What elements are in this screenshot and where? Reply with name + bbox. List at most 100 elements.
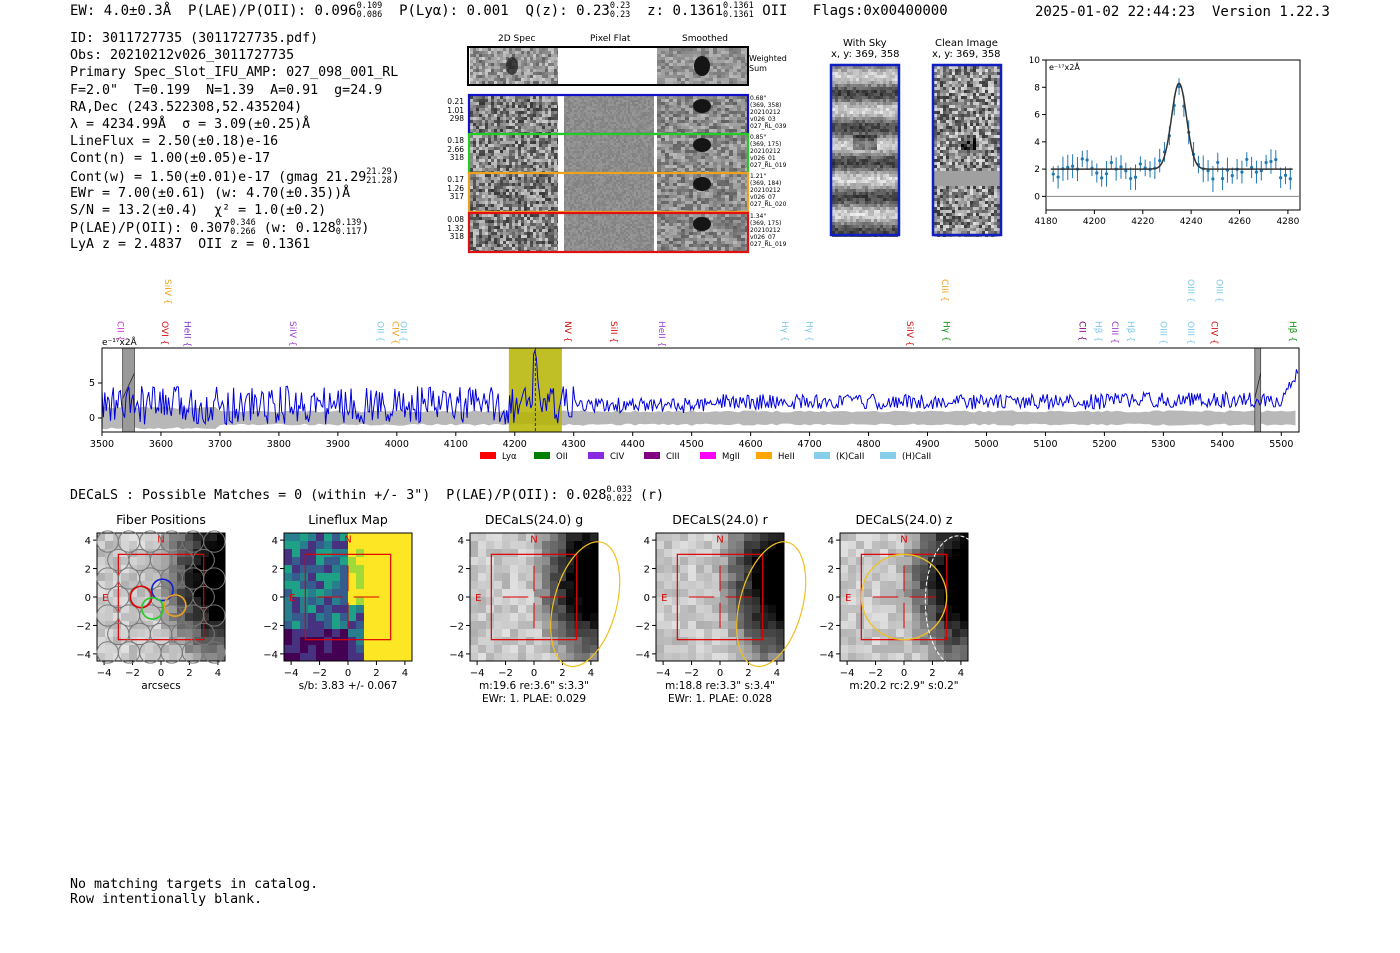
pixel — [524, 186, 527, 189]
pixel — [479, 180, 482, 183]
z-line: OII — [762, 3, 788, 19]
pixel — [673, 105, 677, 108]
pixel — [473, 51, 476, 54]
pixel — [620, 194, 622, 196]
pixel — [479, 66, 482, 69]
pixel — [584, 210, 586, 211]
pixel — [622, 139, 624, 141]
pixel — [576, 155, 578, 157]
pixel — [491, 63, 494, 66]
pixel — [697, 48, 701, 51]
pixel — [592, 204, 594, 206]
pixel — [689, 132, 693, 133]
pixel — [582, 198, 584, 200]
pixel — [551, 123, 554, 126]
pixel — [620, 163, 622, 165]
pixel — [518, 114, 521, 117]
pixel — [612, 194, 614, 196]
pixel — [527, 165, 530, 168]
pixel — [548, 177, 551, 180]
pixel — [506, 135, 509, 138]
pixel — [570, 114, 572, 116]
pixel — [646, 147, 648, 149]
pixel — [506, 111, 509, 114]
pixel — [646, 155, 648, 157]
pixel — [642, 204, 644, 206]
pixel — [576, 194, 578, 196]
pixel — [608, 188, 610, 190]
pixel — [470, 204, 473, 207]
pixel — [536, 183, 539, 186]
pixel — [572, 163, 574, 165]
pixel — [604, 208, 606, 210]
pixel — [485, 111, 488, 114]
pixel — [610, 122, 612, 124]
pixel — [636, 157, 638, 159]
pixel — [620, 153, 622, 155]
pixel — [512, 156, 515, 159]
pixel — [509, 75, 512, 78]
pixel — [669, 120, 673, 123]
pixel — [685, 138, 689, 141]
pixel — [518, 105, 521, 108]
pixel — [701, 126, 705, 129]
pixel — [661, 135, 665, 138]
pixel — [570, 196, 572, 198]
pixel — [470, 129, 473, 132]
pixel — [509, 96, 512, 99]
pixel — [564, 143, 566, 145]
pixel — [551, 72, 554, 75]
pixel — [608, 161, 610, 163]
pixel — [681, 123, 685, 126]
pixel — [488, 81, 491, 84]
pixel — [470, 192, 473, 195]
pixel — [626, 182, 628, 184]
pixel — [640, 182, 642, 184]
pixel — [646, 128, 648, 130]
pixel — [634, 153, 636, 155]
pixel — [628, 180, 630, 182]
pixel — [476, 60, 479, 63]
pixel — [574, 132, 576, 133]
pixel — [574, 130, 576, 132]
pixel — [557, 75, 558, 78]
pixel — [539, 141, 542, 144]
pixel — [604, 161, 606, 163]
pixel — [476, 123, 479, 126]
pixel — [479, 186, 482, 189]
pixel — [628, 174, 630, 176]
pixel — [729, 69, 733, 72]
pixel — [628, 118, 630, 120]
pixel — [614, 141, 616, 143]
pixel — [606, 182, 608, 184]
pixel — [551, 189, 554, 192]
weighted-frame — [467, 46, 749, 86]
pixel — [542, 159, 545, 162]
pixel — [636, 122, 638, 124]
pixel — [646, 161, 648, 163]
pixel — [524, 57, 527, 60]
pixel — [572, 182, 574, 184]
pixel — [588, 96, 590, 98]
pixel — [717, 162, 721, 165]
pixel — [638, 110, 640, 112]
pixel — [588, 178, 590, 180]
pixel — [733, 141, 737, 144]
pixel — [497, 177, 500, 180]
pixel — [729, 96, 733, 99]
pixel — [628, 186, 630, 188]
pixel — [576, 120, 578, 122]
pixel — [713, 78, 717, 81]
pixel — [586, 169, 588, 171]
pixel — [521, 96, 524, 99]
pixel — [642, 184, 644, 186]
pixel — [652, 96, 654, 98]
pixel — [701, 165, 705, 168]
pixel — [576, 200, 578, 202]
pixel — [638, 102, 640, 104]
pixel — [661, 63, 665, 66]
pixel — [665, 108, 669, 111]
pixel — [582, 143, 584, 145]
pixel — [530, 105, 533, 108]
pixel — [608, 135, 610, 137]
